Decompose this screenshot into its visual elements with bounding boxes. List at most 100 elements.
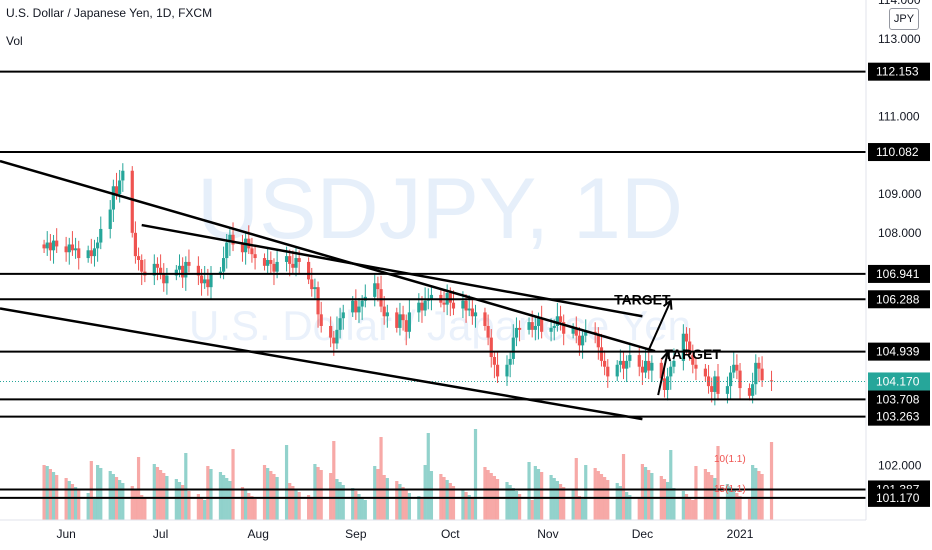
volume-bar [615, 483, 619, 520]
trend-line [141, 223, 643, 318]
candle-body [269, 260, 273, 264]
watermark-symbol: USDJPY, 1D [197, 161, 683, 257]
candle-body [754, 362, 758, 385]
volume-bar [228, 481, 232, 520]
candle-body [398, 314, 402, 328]
volume-bar [130, 486, 134, 520]
candle-body [495, 364, 500, 377]
candle-body [540, 318, 544, 332]
level-price-label: 104.939 [876, 345, 920, 359]
candle-body [681, 333, 685, 361]
candle-body [716, 376, 720, 394]
volume-bar [351, 488, 355, 520]
candle-body [250, 248, 254, 255]
volume-bar [329, 473, 333, 520]
volume-bar [240, 487, 245, 520]
volume-label: 10(1.1) [714, 454, 746, 465]
volume-bar [725, 484, 730, 520]
candle-body [492, 357, 497, 365]
candle-body [549, 327, 553, 332]
candle-body [728, 372, 733, 387]
time-tick-label: Jun [56, 527, 75, 541]
volume-bar [67, 481, 71, 520]
volume-bar [596, 471, 600, 520]
candle-body [464, 300, 468, 311]
candle-body [684, 333, 689, 342]
candle-body [203, 279, 207, 284]
candle-body [99, 228, 103, 243]
volume-bar [313, 464, 317, 520]
time-tick-label: Oct [441, 527, 460, 541]
trend-lines[interactable] [0, 159, 656, 421]
volume-bar [51, 472, 56, 520]
volume-bar [562, 487, 566, 520]
price-tick-label: 109.000 [878, 187, 922, 201]
candle-body [360, 300, 364, 307]
volume-bar [395, 481, 399, 520]
candle-body [401, 314, 405, 321]
volume-bar [177, 482, 182, 520]
candle-body [262, 258, 267, 266]
volume-bar [681, 491, 685, 520]
candle-body [77, 248, 81, 259]
watermark-name: U.S. Dollar / Japanese Yen [189, 302, 691, 349]
candle-body [735, 364, 739, 371]
candle-body [603, 360, 607, 367]
candle-body [73, 248, 78, 251]
volume-bar [688, 497, 692, 520]
volume-bar [48, 469, 52, 520]
price-axis[interactable]: 114.000 113.000 111.000 109.000 108.000 102.0… [865, 0, 922, 520]
candle-body [511, 337, 515, 359]
volume-bar [691, 500, 695, 520]
candle-body [672, 360, 676, 367]
candle-body [615, 364, 619, 377]
candle-body [640, 366, 645, 373]
target-arrow [657, 352, 669, 396]
chart-title: U.S. Dollar / Japanese Yen, 1D, FXCM [6, 6, 213, 20]
volume-bar [751, 465, 755, 520]
volume-bar [555, 481, 559, 520]
candle-body [291, 263, 295, 268]
target-arrow-head [660, 350, 672, 362]
candle-body [152, 263, 156, 276]
price-tick-label: 111.000 [878, 109, 920, 123]
candle-body [140, 260, 144, 272]
volume-bar [310, 498, 314, 520]
time-axis[interactable]: Jun Jul Aug Sep Oct Nov Dec 2021 [0, 519, 866, 541]
volume-bar [518, 494, 522, 520]
volume-bar [505, 482, 509, 520]
candle-body [42, 244, 46, 249]
volume-indicator-label[interactable]: Vol [6, 34, 23, 48]
price-tick-label: 102.000 [878, 459, 922, 473]
candle-body [307, 261, 311, 280]
volume-bar [77, 490, 81, 520]
candle-body [514, 327, 519, 338]
candle-body [395, 312, 399, 328]
candle-body [650, 362, 654, 371]
volume-bar [360, 497, 364, 520]
price-tick-label: 113.000 [878, 32, 921, 46]
volume-bar [140, 495, 144, 520]
volume-bar [206, 466, 210, 520]
candle-body [310, 279, 314, 290]
time-tick-label: Jul [153, 527, 168, 541]
candle-body [382, 306, 386, 317]
candle-body [89, 250, 93, 257]
current-price-tag [868, 372, 930, 391]
candle-body [70, 244, 75, 251]
candle-body [284, 256, 289, 262]
candle-body [552, 325, 556, 328]
candle-body [710, 386, 714, 392]
volume-bar [42, 465, 46, 520]
candle-body [55, 240, 59, 247]
horizontal-levels[interactable]: 112.153 110.082 106.941 106.288 104.939 103.7… [0, 62, 930, 507]
volume-bar [319, 470, 323, 520]
level-price-label: 110.082 [876, 145, 919, 159]
level-price-tag [868, 143, 930, 162]
volume-bar [448, 483, 452, 520]
candle-body [86, 250, 90, 259]
volume-bar [373, 466, 377, 520]
volume-bar [269, 471, 273, 520]
currency-button[interactable]: JPY [889, 8, 919, 30]
